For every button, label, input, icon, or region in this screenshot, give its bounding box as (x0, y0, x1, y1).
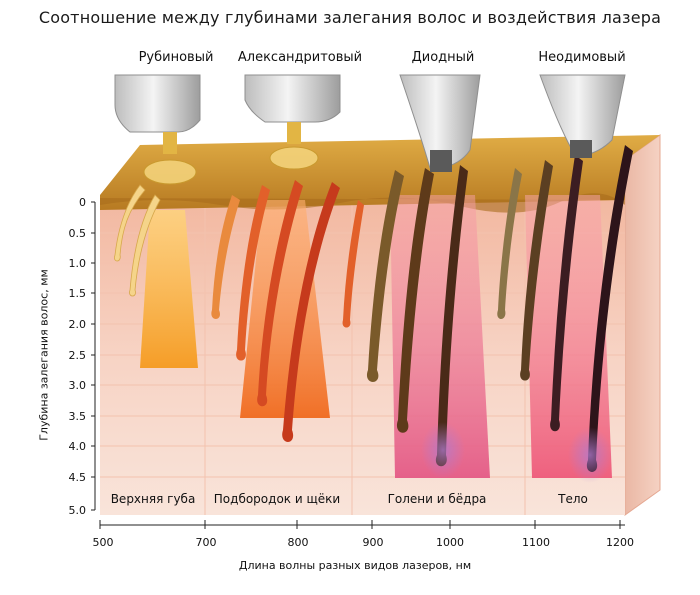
x-axis (99, 520, 625, 529)
hairs-shins-thighs (366, 165, 468, 467)
x-axis-label: Длина волны разных видов лазеров, нм (238, 559, 472, 572)
x-tick: 800 (288, 536, 309, 549)
laser-label-diode: Диодный (411, 50, 475, 65)
beam-neodymium (525, 195, 612, 478)
y-tick: 1.5 (69, 287, 87, 300)
x-tick: 700 (196, 536, 217, 549)
y-tick: 4.5 (69, 471, 87, 484)
y-tick: 1.0 (69, 257, 87, 270)
handpiece-neodymium (539, 74, 626, 158)
y-tick: 5.0 (69, 504, 87, 517)
laser-label-alexandrite: Александритовый (237, 50, 363, 65)
handpiece-ruby (114, 74, 201, 185)
y-axis (91, 201, 96, 511)
handpiece-diode (399, 74, 481, 172)
laser-label-ruby: Рубиновый (138, 50, 214, 65)
y-tick: 4.0 (69, 440, 87, 453)
zone-label-shins-thighs: Голени и бёдра (388, 492, 487, 506)
handpiece-alexandrite (244, 74, 341, 170)
beam-ruby (140, 210, 198, 368)
hairs-body (497, 145, 633, 472)
hairs-upper-lip (114, 184, 161, 297)
x-tick: 1000 (436, 536, 464, 549)
x-tick: 1200 (606, 536, 634, 549)
y-tick: 0 (79, 196, 86, 209)
zone-label-upper-lip: Верхняя губа (111, 492, 196, 506)
skin-surface (100, 135, 660, 210)
y-tick: 3.0 (69, 379, 87, 392)
x-tick: 500 (93, 536, 114, 549)
y-tick: 2.5 (69, 349, 87, 362)
diagram-title: Соотношение между глубинами залегания во… (38, 8, 662, 27)
y-tick: 3.5 (69, 410, 87, 423)
zone-label-body: Тело (557, 492, 588, 506)
skin-side-face (624, 134, 661, 516)
zone-label-chin-cheeks: Подбородок и щёки (214, 492, 340, 506)
y-tick: 0.5 (69, 227, 87, 240)
hairs-chin-cheeks (211, 180, 364, 442)
y-tick: 2.0 (69, 318, 87, 331)
x-tick: 900 (363, 536, 384, 549)
x-tick: 1100 (522, 536, 550, 549)
laser-label-neodymium: Неодимовый (538, 50, 626, 65)
